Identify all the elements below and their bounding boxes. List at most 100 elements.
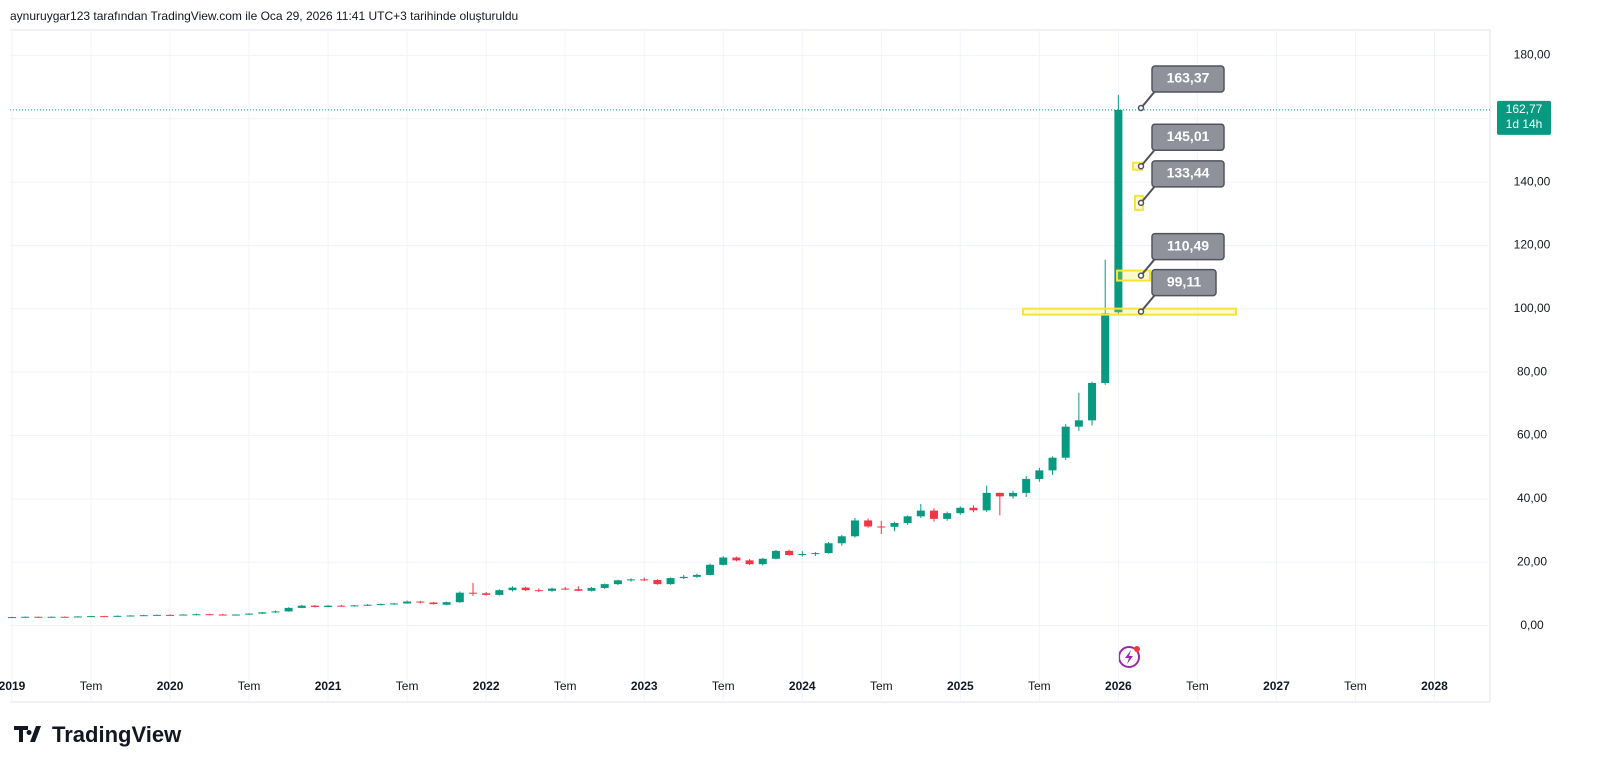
alert-icon [1118,646,1140,668]
callout-box [1151,123,1225,151]
candle-body [1048,457,1057,471]
candle-body [376,604,385,606]
callout-box [1151,160,1225,188]
candle-body [732,557,741,561]
axis: 0,00 20,00 40,00 60,00 80,00 100,00 120,00 140,… [0,48,1551,694]
x-tick-label: 2028 [1421,679,1448,693]
candle-body [442,602,451,605]
candle-body [771,550,780,559]
x-tick-label: 2026 [1105,679,1132,693]
y-tick-label: 80,00 [1517,364,1547,378]
y-tick-label: 20,00 [1517,554,1547,568]
candle-body [34,616,43,618]
candle-body [916,510,925,517]
candle-body [495,590,504,595]
candle-body [1114,109,1123,313]
candle-body [1101,313,1110,383]
candle-body [363,604,372,606]
candle-body [640,579,649,581]
candle-body [297,605,306,608]
candle-body [877,526,886,528]
candle-body [310,605,319,607]
x-tick-label: Tem [1186,679,1209,693]
candle-body [837,536,846,544]
candle-body [455,592,464,603]
candle-body [403,601,412,604]
candle-body [324,605,333,607]
candles [8,94,1123,619]
x-tick-label: Tem [1344,679,1367,693]
candle-body [719,557,728,565]
x-tick-label: 2019 [0,679,26,693]
candle-body [100,616,109,618]
x-tick-label: 2022 [473,679,500,693]
candle-body [231,614,240,616]
candle-body [850,520,859,537]
callout-box [1151,268,1217,297]
candle-body [205,614,214,616]
candle-body [785,550,794,555]
x-tick-label: Tem [870,679,893,693]
callout-pointer [1140,184,1157,204]
callout-label: 99,11 [1167,273,1201,289]
candle-body [73,616,82,618]
candle-body [1035,470,1044,479]
candle-body [337,605,346,607]
y-tick-label: 180,00 [1514,48,1551,62]
candle-body [1061,426,1070,458]
candle-body [389,603,398,605]
candle-body [284,607,293,612]
x-tick-label: 2025 [947,679,974,693]
grid [10,30,1490,702]
callout-anchor [1137,162,1145,170]
candle-body [824,543,833,554]
callout-anchor [1137,199,1145,207]
x-tick-label: 2024 [789,679,816,693]
annotations: 163,37 145,01 133,44 110,49 99,11 [1022,65,1237,316]
candle-body [47,616,56,618]
candle-body [534,590,543,592]
callout-pointer [1140,89,1157,109]
candle-body [179,614,188,616]
callout-label: 145,01 [1167,128,1210,144]
candle-body [218,614,227,616]
candle-body [982,492,991,511]
callout-box [1151,65,1225,93]
candle-body [166,614,175,616]
candle-body [521,587,530,591]
candle-body [8,617,16,619]
x-tick-label: Tem [238,679,261,693]
candle-body [468,592,477,594]
candle-body [245,613,254,615]
last-price-box [1497,100,1551,135]
last-price-label: 162,77 [1506,102,1543,116]
level-box [1116,269,1151,282]
candle-body [548,588,557,591]
candle-body [627,579,636,581]
candle-body [745,560,754,565]
candle-body [1088,382,1097,421]
x-tick-label: 2023 [631,679,658,693]
candle-body [508,587,517,591]
candle-body [429,602,438,605]
candle-body [864,520,873,527]
x-tick-label: Tem [554,679,577,693]
callout-box [1151,232,1225,261]
candle-body [152,614,161,616]
callout-pointer [1140,292,1157,313]
candle-body [956,507,965,514]
candle-body [706,564,715,575]
candle-body [679,576,688,579]
callout-label: 110,49 [1167,237,1209,253]
y-tick-label: 0,00 [1520,618,1544,632]
candle-body [21,616,30,618]
candle-body [929,510,938,519]
x-tick-label: 2020 [157,679,184,693]
candle-body [350,605,359,607]
candle-body [258,612,267,614]
candle-body [1074,420,1083,427]
candle-body [666,578,675,585]
candle-body [811,553,820,555]
candle-body [600,584,609,588]
